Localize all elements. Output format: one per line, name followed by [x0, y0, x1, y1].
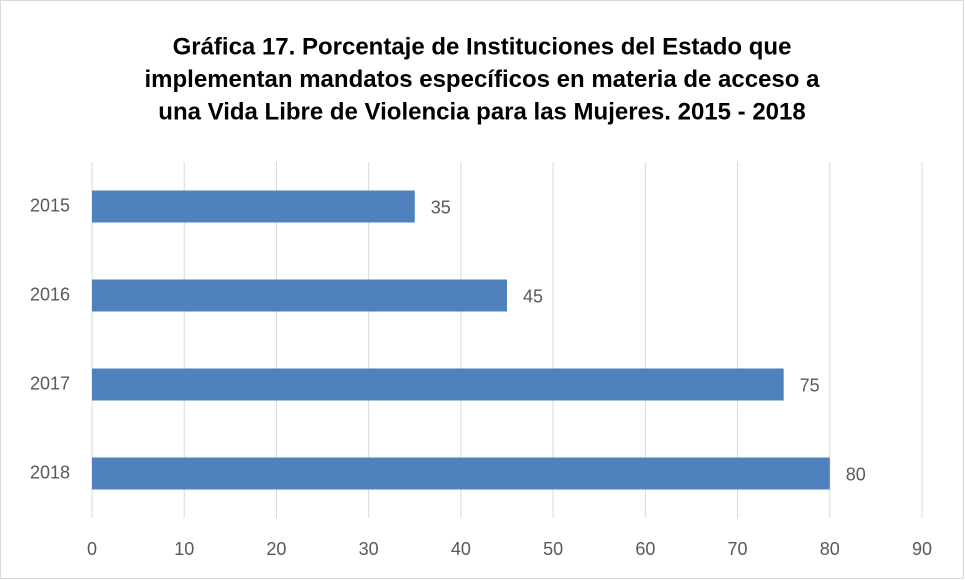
x-tick-label: 40 — [451, 539, 471, 559]
chart-title: Gráfica 17. Porcentaje de Instituciones … — [173, 33, 792, 60]
x-tick-label: 90 — [912, 539, 932, 559]
y-tick-label: 2016 — [30, 284, 70, 304]
y-tick-label: 2015 — [30, 195, 70, 215]
data-label: 35 — [431, 197, 451, 217]
x-tick-label: 60 — [635, 539, 655, 559]
data-label: 75 — [800, 375, 820, 395]
data-label: 45 — [523, 286, 543, 306]
bar — [92, 190, 415, 223]
x-tick-label: 50 — [543, 539, 563, 559]
bar — [92, 279, 507, 312]
y-tick-label: 2017 — [30, 373, 70, 393]
bar — [92, 457, 830, 490]
data-label: 80 — [846, 464, 866, 484]
x-tick-label: 20 — [266, 539, 286, 559]
chart-title: implementan mandatos específicos en mate… — [145, 66, 821, 93]
x-tick-label: 70 — [728, 539, 748, 559]
x-tick-label: 80 — [820, 539, 840, 559]
y-tick-label: 2018 — [30, 462, 70, 482]
x-tick-label: 30 — [359, 539, 379, 559]
x-tick-label: 0 — [87, 539, 97, 559]
chart-title: una Vida Libre de Violencia para las Muj… — [158, 98, 805, 125]
bar — [92, 368, 784, 401]
x-tick-label: 10 — [174, 539, 194, 559]
